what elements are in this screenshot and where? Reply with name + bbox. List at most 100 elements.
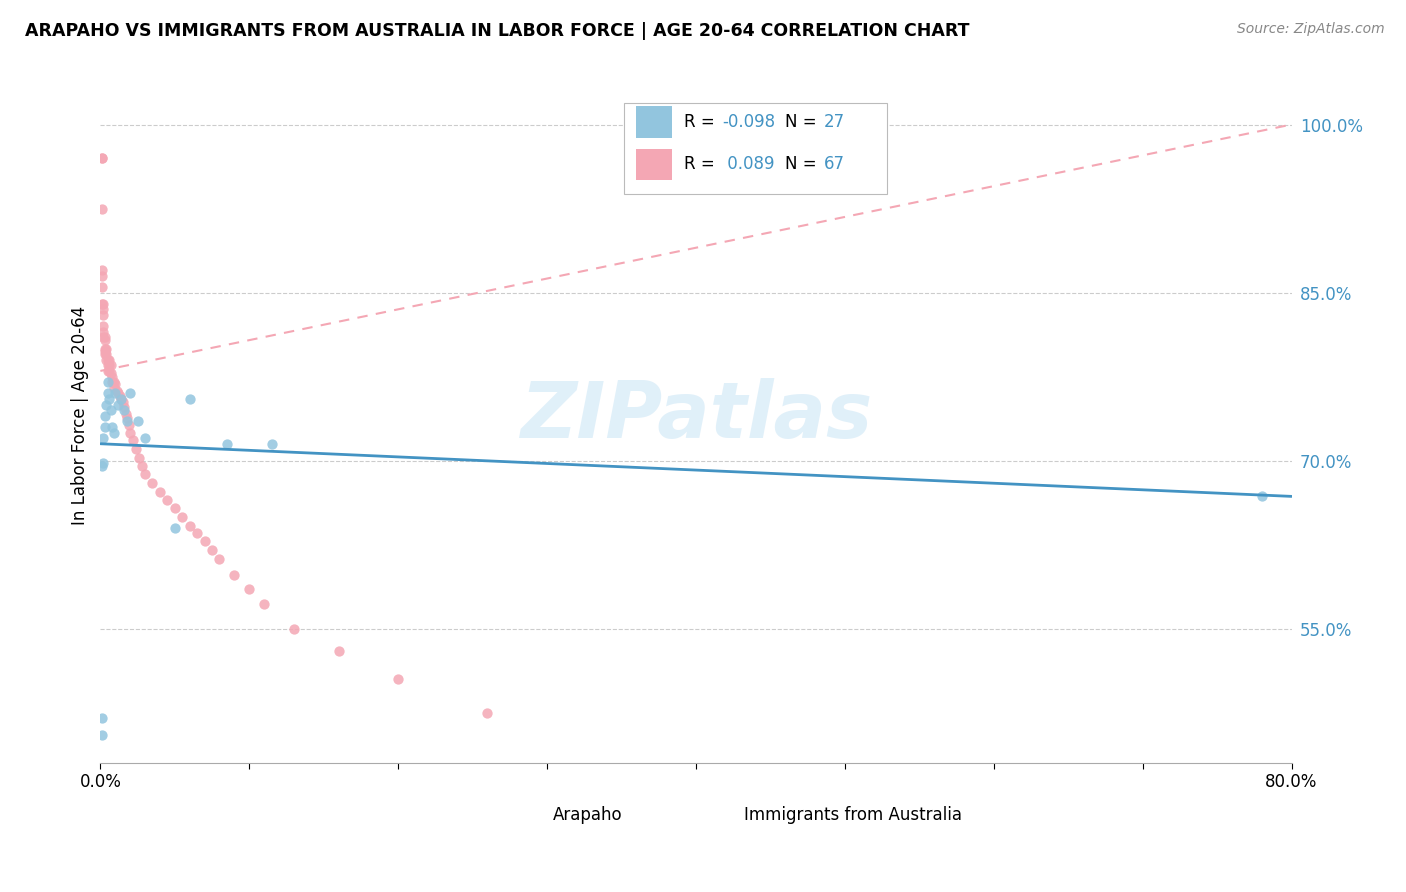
Point <box>215 436 238 450</box>
Point <box>110 392 132 406</box>
Y-axis label: In Labor Force | Age 20-64: In Labor Force | Age 20-64 <box>72 306 89 525</box>
Point <box>128 451 150 466</box>
Point <box>134 431 156 445</box>
Point <box>90 202 112 216</box>
Point <box>94 409 117 423</box>
Point <box>104 386 127 401</box>
Point <box>107 398 129 412</box>
Point <box>117 417 139 432</box>
Point <box>127 414 149 428</box>
Point <box>107 386 129 401</box>
Text: N =: N = <box>786 155 823 173</box>
Point <box>98 352 121 367</box>
Point <box>98 392 121 406</box>
Point <box>96 352 118 367</box>
Point <box>94 330 117 344</box>
Point <box>100 359 122 373</box>
Point <box>163 521 186 535</box>
Point <box>90 297 112 311</box>
Point <box>101 375 124 389</box>
Point <box>120 386 142 401</box>
Point <box>122 434 145 448</box>
FancyBboxPatch shape <box>637 149 672 180</box>
Text: Immigrants from Australia: Immigrants from Australia <box>744 806 962 824</box>
Point <box>90 459 112 474</box>
Point <box>260 436 283 450</box>
Point <box>477 706 499 720</box>
Point <box>94 420 117 434</box>
Point <box>134 467 156 481</box>
Text: ARAPAHO VS IMMIGRANTS FROM AUSTRALIA IN LABOR FORCE | AGE 20-64 CORRELATION CHAR: ARAPAHO VS IMMIGRANTS FROM AUSTRALIA IN … <box>25 22 970 40</box>
Text: 27: 27 <box>824 113 845 131</box>
Point <box>90 151 112 165</box>
Point <box>103 375 125 389</box>
Point <box>91 302 114 317</box>
Point <box>101 369 124 384</box>
Point <box>111 395 134 409</box>
Point <box>105 384 128 398</box>
Text: Arapaho: Arapaho <box>553 806 623 824</box>
Point <box>91 319 114 334</box>
Point <box>98 364 121 378</box>
Text: 0.089: 0.089 <box>723 155 775 173</box>
Point <box>90 728 112 742</box>
Point <box>98 359 121 373</box>
Point <box>253 597 276 611</box>
Point <box>149 484 172 499</box>
Point <box>96 342 118 356</box>
Point <box>208 552 231 566</box>
Point <box>101 420 124 434</box>
Point <box>224 567 246 582</box>
Point <box>238 582 260 597</box>
Point <box>91 308 114 322</box>
Point <box>97 364 120 378</box>
Point <box>194 534 217 549</box>
Point <box>115 411 138 425</box>
Point <box>131 459 153 474</box>
Point <box>108 388 131 402</box>
Point <box>163 500 186 515</box>
Point <box>96 347 118 361</box>
Point <box>91 431 114 445</box>
Text: 67: 67 <box>824 155 845 173</box>
Point <box>90 711 112 725</box>
Point <box>97 359 120 373</box>
Point <box>97 375 120 389</box>
Point <box>100 366 122 380</box>
FancyBboxPatch shape <box>624 103 887 194</box>
Point <box>100 403 122 417</box>
Point <box>91 325 114 339</box>
Point <box>156 492 179 507</box>
Point <box>112 400 135 414</box>
Point <box>387 672 409 686</box>
Text: -0.098: -0.098 <box>723 113 775 131</box>
Point <box>115 414 138 428</box>
FancyBboxPatch shape <box>707 803 734 824</box>
Point <box>1250 489 1272 503</box>
Point <box>90 151 112 165</box>
Point <box>97 352 120 367</box>
Point <box>104 377 127 392</box>
Point <box>328 644 350 658</box>
Point <box>141 475 163 490</box>
Point <box>179 392 201 406</box>
Text: R =: R = <box>685 113 720 131</box>
Point <box>97 386 120 401</box>
Point <box>283 622 305 636</box>
Text: ZIPatlas: ZIPatlas <box>520 377 872 454</box>
Point <box>120 425 142 440</box>
Point <box>103 425 125 440</box>
Point <box>172 509 194 524</box>
Point <box>90 280 112 294</box>
Point <box>94 333 117 347</box>
Point <box>90 268 112 283</box>
Point <box>94 342 117 356</box>
Point <box>201 543 224 558</box>
Point <box>90 263 112 277</box>
Text: N =: N = <box>786 113 823 131</box>
Point <box>179 518 201 533</box>
FancyBboxPatch shape <box>637 106 672 137</box>
Point <box>91 456 114 470</box>
Point <box>91 330 114 344</box>
Point <box>125 442 148 457</box>
